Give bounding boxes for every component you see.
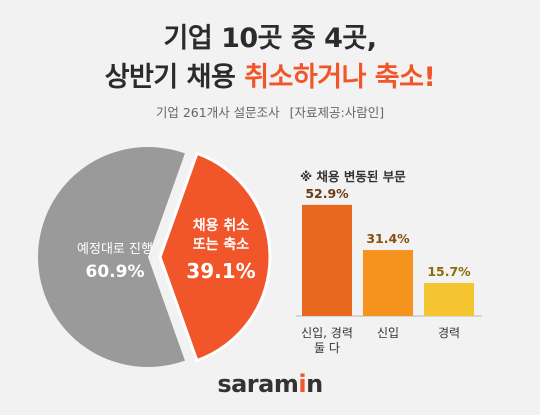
bar-2 xyxy=(363,250,413,316)
title-line-2-highlight: 취소하거나 축소! xyxy=(244,62,436,93)
title-line-2-prefix: 상반기 채용 xyxy=(104,62,236,93)
logo-text-a: saram xyxy=(217,370,299,398)
bar-1 xyxy=(302,204,352,316)
bar-category-label-3-line-1: 경력 xyxy=(437,326,461,340)
bar-value-label-2: 31.4% xyxy=(366,231,410,247)
pie-label-planned: 예정대로 진행 xyxy=(77,242,153,257)
pie-value-planned: 60.9% xyxy=(85,262,145,282)
saramin-logo: saramin xyxy=(0,370,540,398)
bar-chart-title: ※ 채용 변동된 부문 xyxy=(300,169,406,184)
bar-category-label-1: 신입, 경력 둘 다 xyxy=(287,326,367,356)
bar-category-label-3: 경력 xyxy=(409,326,489,341)
title-line-1: 기업 10곳 중 4곳, xyxy=(163,23,377,54)
subtitle-source: [자료제공:사람인] xyxy=(289,105,385,120)
bar-category-label-1-line-1: 신입, 경력 xyxy=(301,326,353,340)
pie-label-cancel-line-2: 또는 축소 xyxy=(192,237,250,253)
bar-value-label-3: 15.7% xyxy=(427,264,471,280)
bar-category-label-2: 신입 xyxy=(348,326,428,341)
subtitle: 기업 261개사 설문조사 [자료제공:사람인] xyxy=(0,102,540,121)
logo-text-c: n xyxy=(306,370,323,398)
pie-slice-planned xyxy=(38,146,185,367)
pie-value-cancel: 39.1% xyxy=(186,259,256,283)
bar-category-label-1-line-2: 둘 다 xyxy=(314,341,340,355)
pie-label-cancel-line-1: 채용 취소 xyxy=(192,218,250,234)
bar-3 xyxy=(424,283,474,316)
bar-category-label-2-line-1: 신입 xyxy=(376,326,400,340)
pie-label-cancel: 채용 취소 또는 축소 xyxy=(176,217,266,255)
pie-slice-cancel xyxy=(158,151,272,363)
title-line-2: 상반기 채용 취소하거나 축소! xyxy=(0,55,540,94)
subtitle-survey: 기업 261개사 설문조사 xyxy=(155,105,280,120)
logo-text-b: i xyxy=(298,370,307,398)
bar-value-label-1: 52.9% xyxy=(305,185,349,201)
